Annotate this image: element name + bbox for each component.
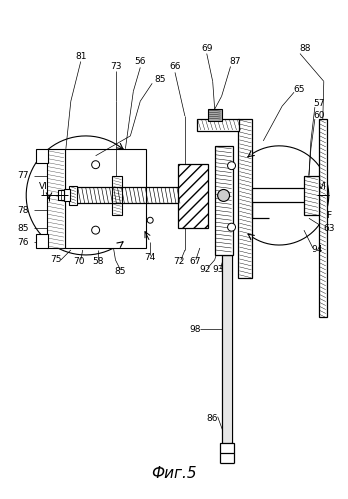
Text: 70: 70 xyxy=(73,257,85,266)
Bar xyxy=(69,186,77,206)
Bar xyxy=(36,149,48,163)
Circle shape xyxy=(147,217,153,223)
Text: 98: 98 xyxy=(189,325,200,334)
Text: 88: 88 xyxy=(299,44,311,53)
Text: Фиг.5: Фиг.5 xyxy=(151,466,197,481)
Text: VI: VI xyxy=(39,182,47,191)
Text: F: F xyxy=(326,211,331,220)
Circle shape xyxy=(228,223,236,231)
Bar xyxy=(215,146,232,255)
Text: 94: 94 xyxy=(311,246,323,254)
Text: 57: 57 xyxy=(313,99,325,108)
Text: 60: 60 xyxy=(313,111,325,120)
Text: 67: 67 xyxy=(189,257,200,266)
Text: 72: 72 xyxy=(173,257,185,266)
Text: 81: 81 xyxy=(75,52,87,61)
Circle shape xyxy=(92,161,100,169)
Text: 75: 75 xyxy=(50,255,62,264)
Text: 74: 74 xyxy=(144,253,156,262)
Text: 69: 69 xyxy=(201,44,213,53)
Circle shape xyxy=(228,162,236,170)
Bar xyxy=(208,109,222,121)
Text: 73: 73 xyxy=(111,62,122,71)
Bar xyxy=(47,149,65,248)
Text: 58: 58 xyxy=(92,257,103,266)
Bar xyxy=(112,176,122,215)
Text: 87: 87 xyxy=(230,57,241,66)
Text: 65: 65 xyxy=(293,85,305,94)
Text: 85: 85 xyxy=(115,267,126,276)
Bar xyxy=(58,191,64,201)
Text: 86: 86 xyxy=(206,414,218,423)
Bar xyxy=(304,176,319,215)
Text: 85: 85 xyxy=(17,224,29,233)
Text: 93: 93 xyxy=(212,265,223,274)
Text: 63: 63 xyxy=(323,224,334,233)
Text: 56: 56 xyxy=(135,57,146,66)
Circle shape xyxy=(218,190,230,202)
Text: 76: 76 xyxy=(17,238,29,247)
Bar xyxy=(197,119,239,131)
Circle shape xyxy=(92,226,100,234)
Text: 85: 85 xyxy=(155,75,166,84)
Bar xyxy=(238,119,252,278)
Bar xyxy=(64,190,70,202)
Bar xyxy=(65,149,146,248)
Bar xyxy=(220,444,234,454)
Text: 92: 92 xyxy=(199,265,211,274)
Bar xyxy=(36,234,48,248)
Text: 78: 78 xyxy=(17,206,29,215)
Text: 77: 77 xyxy=(17,171,29,180)
Bar xyxy=(222,255,231,444)
Bar xyxy=(178,164,208,228)
Bar xyxy=(319,119,327,317)
Text: 66: 66 xyxy=(169,62,181,71)
Bar xyxy=(252,189,312,203)
Text: VI: VI xyxy=(317,182,326,191)
